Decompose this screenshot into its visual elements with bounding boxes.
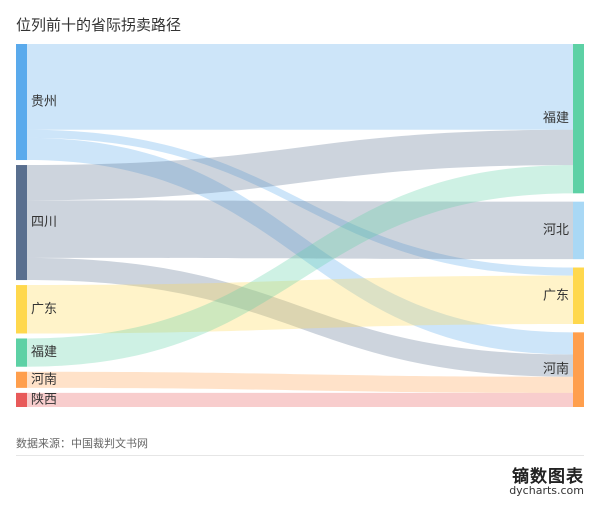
source-label-贵州: 贵州 — [31, 95, 57, 110]
source-label-四川: 四川 — [31, 215, 57, 230]
target-label-福建: 福建 — [543, 111, 569, 126]
source-label-福建: 福建 — [31, 345, 57, 360]
source-node-福建 — [16, 338, 27, 367]
target-node-河南 — [573, 332, 584, 407]
target-node-福建 — [573, 44, 584, 194]
brand-logo: 镝数图表 — [512, 467, 584, 487]
sankey-link-陕西-河南 — [27, 392, 573, 407]
source-node-广东 — [16, 285, 27, 334]
target-node-河北 — [573, 201, 584, 260]
source-label-陕西: 陕西 — [31, 392, 57, 407]
target-node-广东 — [573, 267, 584, 325]
sankey-link-四川-河北 — [27, 200, 573, 260]
sankey-link-福建-福建 — [27, 165, 573, 367]
target-label-广东: 广东 — [543, 288, 569, 303]
source-node-四川 — [16, 165, 27, 281]
sankey-link-广东-广东 — [27, 275, 573, 334]
sankey-link-贵州-广东 — [27, 129, 573, 276]
target-label-河南: 河南 — [543, 361, 569, 377]
sankey-link-四川-福建 — [27, 129, 573, 201]
sankey-link-四川-河南 — [27, 257, 573, 377]
link-group — [27, 44, 573, 407]
source-node-陕西 — [16, 392, 27, 407]
sankey-link-贵州-福建 — [27, 44, 573, 130]
source-label-河南: 河南 — [31, 371, 57, 387]
sankey-link-河南-河南 — [27, 371, 573, 393]
chart-title: 位列前十的省际拐卖路径 — [16, 16, 182, 34]
source-node-河南 — [16, 371, 27, 388]
source-note: 数据来源：中国裁判文书网 — [16, 437, 148, 450]
target-label-河北: 河北 — [543, 223, 569, 238]
source-node-贵州 — [16, 44, 27, 161]
brand-url: dycharts.com — [509, 484, 584, 497]
source-label-广东: 广东 — [31, 302, 57, 317]
sankey-link-贵州-河南 — [27, 137, 573, 355]
footer-divider — [16, 455, 584, 456]
